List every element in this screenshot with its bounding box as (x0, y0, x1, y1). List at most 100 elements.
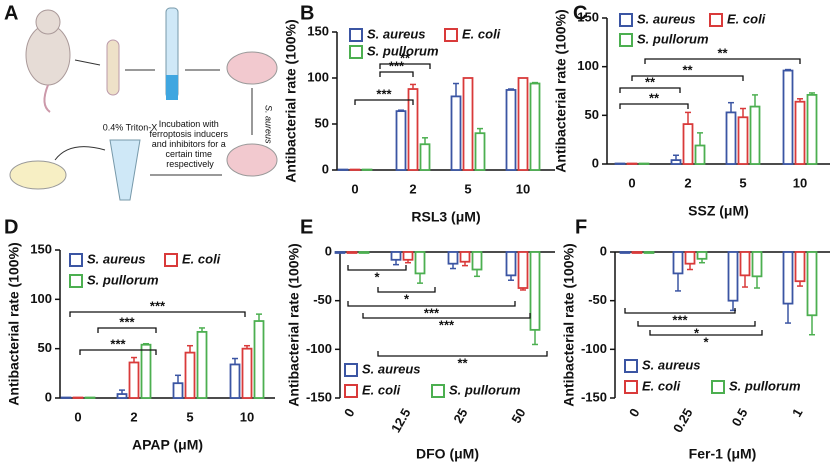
text-line: certain time (165, 149, 212, 159)
y-tick-label: -50 (313, 292, 332, 307)
significance-bracket (631, 75, 744, 81)
significance-bracket (362, 313, 531, 319)
x-tick-label: 0 (351, 181, 358, 196)
y-tick-label: 50 (585, 107, 599, 122)
panel-label: B (300, 2, 314, 24)
bar (725, 111, 737, 165)
x-tick-label: 0.25 (670, 406, 696, 435)
x-axis-label: SSZ (μM) (688, 203, 749, 219)
y-axis-label: Antibacterial rate (100%) (6, 242, 22, 405)
bar (462, 77, 474, 171)
significance-bracket (619, 87, 681, 93)
legend-swatch (619, 13, 633, 27)
legend-label: S. pullorum (449, 382, 521, 397)
y-tick-label: -150 (306, 389, 332, 404)
bar (229, 363, 241, 399)
bar (643, 251, 655, 254)
legend-swatch (344, 363, 358, 377)
x-tick-label: 5 (739, 175, 746, 190)
significance-label: *** (424, 305, 440, 320)
bar (806, 93, 818, 165)
x-axis-label: RSL3 (μM) (411, 209, 480, 225)
legend-swatch (349, 28, 363, 42)
y-tick-label: -100 (581, 341, 607, 356)
x-tick-label: 0 (74, 409, 81, 424)
y-tick-label: 150 (30, 241, 52, 256)
significance-label: ** (400, 50, 411, 65)
bar (619, 251, 631, 254)
incubation-text: Incubation with ferroptosis inducers and… (149, 119, 230, 169)
legend-label: E. coli (362, 382, 401, 397)
bar (694, 144, 706, 165)
x-tick-label: 10 (793, 175, 807, 190)
bacteria-label: S. aureus (264, 105, 274, 144)
text-line: Incubation with (159, 119, 219, 129)
legend-swatch (709, 13, 723, 27)
bar (727, 251, 739, 302)
significance-bracket (347, 265, 407, 271)
bar (395, 110, 407, 171)
legend-swatch (344, 384, 358, 398)
panel-label: E (300, 216, 313, 238)
legend-swatch (164, 253, 178, 267)
y-tick-label: 0 (322, 161, 329, 176)
y-tick-label: -100 (306, 341, 332, 356)
x-tick-label: 2 (409, 181, 416, 196)
bar (631, 251, 643, 254)
x-tick-label: 0.5 (729, 406, 751, 429)
significance-label: *** (389, 58, 405, 73)
bar (450, 95, 462, 171)
y-tick-label: 0 (592, 155, 599, 170)
bar (672, 251, 684, 275)
text-line: and inhibitors for a (152, 139, 226, 149)
x-tick-label: 5 (464, 181, 471, 196)
bar (517, 77, 529, 171)
bar (402, 251, 414, 261)
significance-label: * (703, 334, 709, 349)
legend-label: S. aureus (367, 26, 426, 41)
mouse-tail (43, 84, 51, 113)
significance-label: *** (439, 317, 455, 332)
x-tick-label: 2 (130, 409, 137, 424)
bar (517, 251, 529, 289)
legend-swatch (624, 359, 638, 373)
mouse-head (35, 9, 61, 35)
significance-label: * (694, 325, 700, 340)
bar (140, 343, 152, 399)
x-tick-label: 0 (628, 175, 635, 190)
x-axis-label: APAP (μM) (132, 437, 203, 453)
significance-bracket (637, 321, 756, 327)
legend-label: E. coli (727, 11, 766, 26)
significance-bracket (97, 327, 157, 333)
x-tick-label: 25 (450, 406, 470, 426)
panel-label: F (575, 216, 587, 238)
y-tick-label: 100 (30, 291, 52, 306)
chart-panel: E -150 -100 -50 0 Antibacterial rate (100%) DF… (286, 216, 555, 462)
legend-swatch (349, 45, 363, 59)
significance-bracket (379, 71, 414, 77)
y-axis-label: Antibacterial rate (100%) (283, 19, 299, 182)
bar (447, 251, 459, 265)
bar (253, 320, 265, 399)
significance-label: * (404, 291, 410, 306)
x-tick-label: 10 (516, 181, 530, 196)
y-axis-label: Antibacterial rate (100%) (561, 243, 577, 406)
legend-swatch (711, 380, 725, 394)
legend-label: E. coli (182, 251, 221, 266)
significance-label: * (374, 269, 380, 284)
bar (116, 393, 128, 399)
bar (414, 251, 426, 275)
legend-swatch (444, 28, 458, 42)
panel-label: C (573, 2, 587, 24)
x-tick-label: 12.5 (388, 406, 414, 435)
legend-label: S. aureus (637, 11, 696, 26)
x-tick-label: 10 (240, 409, 254, 424)
significance-bracket (644, 58, 801, 64)
bar (737, 116, 749, 165)
significance-bracket (649, 330, 763, 336)
bar (794, 100, 806, 165)
legend-label: S. pullorum (729, 378, 801, 393)
bar (782, 251, 794, 305)
bar (529, 82, 541, 171)
x-tick-label: 50 (508, 406, 528, 426)
